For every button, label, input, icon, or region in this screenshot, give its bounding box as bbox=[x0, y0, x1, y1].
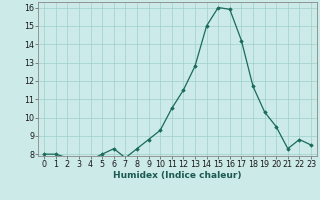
X-axis label: Humidex (Indice chaleur): Humidex (Indice chaleur) bbox=[113, 171, 242, 180]
